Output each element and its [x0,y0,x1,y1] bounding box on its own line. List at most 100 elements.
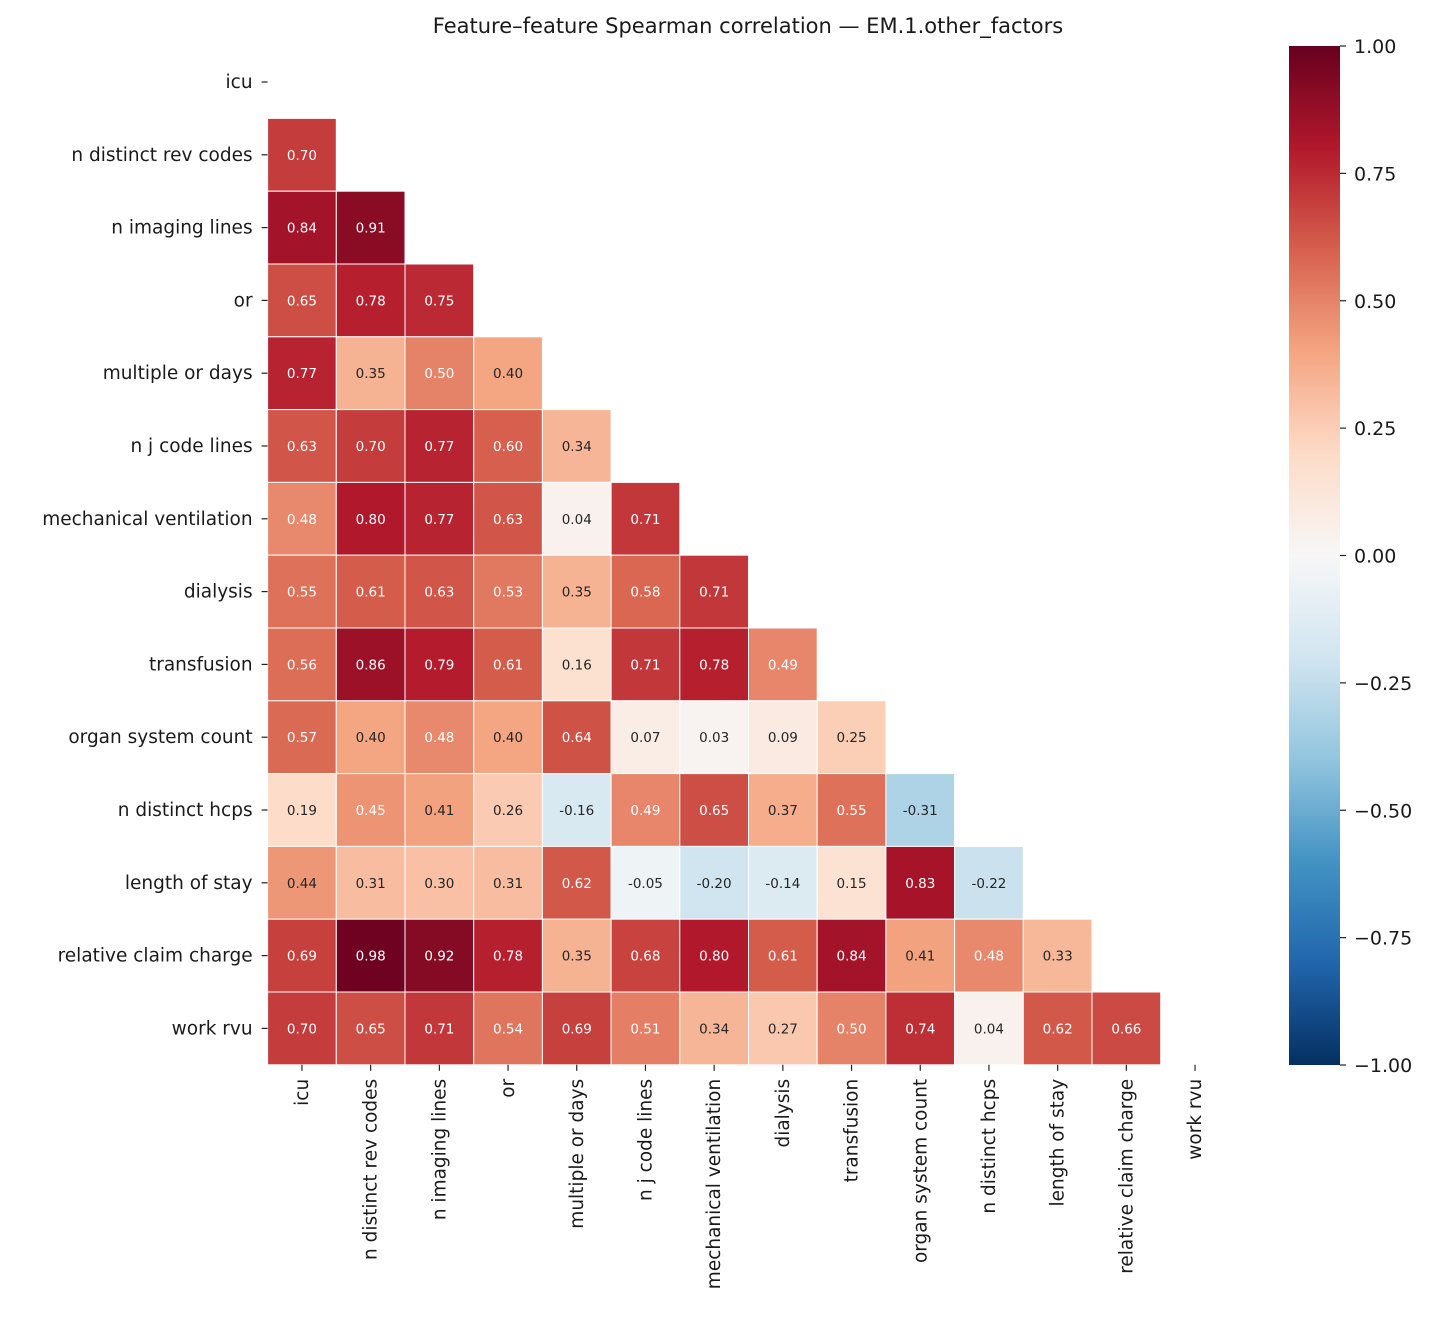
heatmap-cell [404,627,475,702]
y-tick-label: n imaging lines [111,218,252,239]
colorbar-tick-label: 0.50 [1354,291,1396,313]
cell-value-label: 0.56 [287,657,317,673]
colorbar-tick-label: −0.50 [1354,800,1412,822]
cell-value-label: 0.49 [768,657,798,673]
x-tick-label: n distinct hcps [979,1079,1000,1214]
heatmap-cell [335,700,406,775]
cell-value-label: 0.07 [630,730,660,746]
heatmap-cell [267,117,337,192]
cell-value-label: 0.26 [493,803,523,819]
x-tick-label: work rvu [1185,1079,1206,1160]
cell-value-label: 0.34 [562,439,592,455]
x-tick-label: n distinct rev codes [361,1079,382,1260]
y-tick-label: transfusion [149,654,253,675]
heatmap-cell [473,700,543,775]
cell-value-label: -0.14 [765,876,800,892]
colorbar-axis: 1.00 0.75 0.50 0.25 0.00 −0.25 −0.50 −0.75 −1.00 [1340,36,1412,1077]
cell-value-label: 0.71 [630,657,660,673]
cell-value-label: 0.68 [630,949,660,965]
cell-value-label: 0.03 [699,730,729,746]
cell-value-label: 0.40 [493,730,523,746]
cell-value-label: 0.65 [287,293,317,309]
cell-value-label: 0.48 [287,512,317,528]
heatmap-cell [679,627,749,702]
heatmap-cell [816,773,887,847]
cell-value-label: 0.62 [1043,1021,1073,1037]
heatmap-cell [335,554,406,629]
cell-value-label: 0.57 [287,730,317,746]
cell-value-label: -0.20 [697,876,732,892]
cell-value-label: 0.58 [630,585,660,601]
heatmap-cell [267,845,337,920]
cell-value-label: 0.16 [562,657,592,673]
cell-value-label: 0.33 [1043,949,1073,965]
heatmap-cell [885,918,956,993]
cell-value-label: 0.50 [424,366,454,382]
colorbar [1289,46,1340,1065]
colorbar-tick-label: 0.75 [1354,163,1396,185]
heatmap-cell [335,190,406,265]
x-tick-label: n j code lines [635,1079,656,1201]
cell-value-label: -0.22 [971,876,1006,892]
cell-value-label: 0.54 [493,1021,523,1037]
x-tick-label: dialysis [773,1079,794,1148]
heatmap-cell [473,918,543,993]
x-tick-label: icu [292,1079,313,1106]
cell-value-label: 0.30 [424,876,454,892]
colorbar-tick-label: −0.75 [1354,928,1412,950]
cell-value-label: 0.78 [493,949,523,965]
y-tick-label: mechanical ventilation [42,509,252,530]
cell-value-label: 0.69 [287,949,317,965]
cell-value-label: 0.61 [768,949,798,965]
y-axis: icu n distinct rev codes n imaging lines or… [42,72,268,1039]
cell-value-label: 0.84 [287,221,317,237]
cell-value-label: 0.71 [424,1021,454,1037]
heatmap-cell [267,918,337,993]
colorbar-tick-label: −0.25 [1354,673,1412,695]
cell-value-label: 0.70 [356,439,386,455]
cell-value-label: 0.31 [493,876,523,892]
cell-value-label: 0.98 [356,949,386,965]
cell-value-label: 0.71 [630,512,660,528]
colorbar-tick-label: 0.00 [1354,546,1396,568]
cell-value-label: 0.37 [768,803,798,819]
cell-value-label: 0.91 [356,221,386,237]
y-tick-label: n distinct rev codes [71,145,252,166]
heatmap-cell [473,773,543,847]
cell-value-label: 0.63 [287,439,317,455]
cell-value-label: 0.66 [1111,1021,1141,1037]
heatmap-cell [404,700,475,775]
cell-value-label: 0.15 [837,876,867,892]
cell-value-label: 0.04 [562,512,592,528]
heatmap-cell [816,918,887,993]
heatmap-cell [473,336,543,411]
cell-value-label: 0.53 [493,585,523,601]
heatmap-cell [404,991,475,1066]
x-tick-label: transfusion [842,1079,863,1183]
cell-value-label: 0.55 [837,803,867,819]
cell-value-label: 0.65 [356,1021,386,1037]
heatmap-cell [404,263,475,338]
cell-value-label: 0.31 [356,876,386,892]
cell-value-label: 0.35 [562,585,592,601]
y-tick-label: dialysis [184,582,253,603]
heatmap-cell [885,773,956,847]
cell-value-label: 0.64 [562,730,592,746]
cell-value-label: 0.79 [424,657,454,673]
cell-value-label: 0.35 [356,366,386,382]
cell-value-label: 0.44 [287,876,317,892]
heatmap-cell [816,845,887,920]
heatmap-cell [679,700,749,775]
cell-value-label: 0.80 [699,949,729,965]
heatmap-cell [267,700,337,775]
x-tick-label: or [498,1078,519,1097]
heatmap-cell [267,627,337,702]
cell-value-label: 0.40 [356,730,386,746]
cell-value-label: 0.70 [287,1021,317,1037]
cell-value-label: 0.78 [356,293,386,309]
cell-value-label: 0.41 [905,949,935,965]
y-tick-label: icu [226,72,253,93]
cell-value-label: 0.61 [493,657,523,673]
heatmap-cell [1022,918,1093,993]
